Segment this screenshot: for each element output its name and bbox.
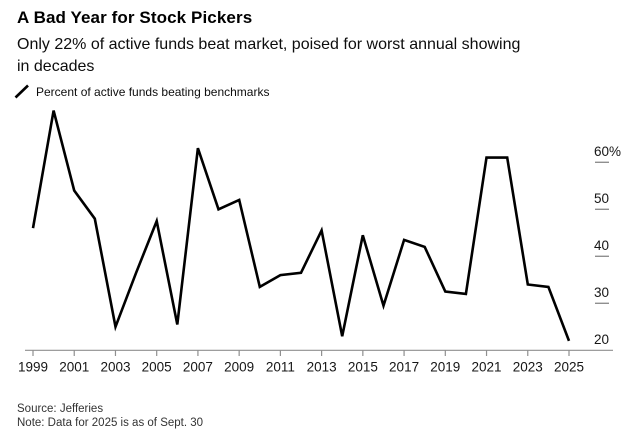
x-axis-tick-label: 2003 <box>100 360 130 375</box>
subtitle-line-1: Only 22% of active funds beat market, po… <box>17 36 521 53</box>
x-axis-tick-label: 2019 <box>430 360 460 375</box>
y-axis-tick-label: 40 <box>594 238 609 253</box>
y-axis-tick-label: 30 <box>594 285 609 300</box>
x-axis-tick-label: 2001 <box>59 360 89 375</box>
chart-legend: Percent of active funds beating benchmar… <box>13 84 269 100</box>
x-axis-tick-label: 2025 <box>554 360 584 375</box>
subtitle-line-2: in decades <box>17 58 95 75</box>
x-axis-tick-label: 1999 <box>18 360 48 375</box>
x-axis-tick-label: 2009 <box>224 360 254 375</box>
y-axis-tick-label: 50 <box>594 191 609 206</box>
y-axis-tick-label: 60% <box>594 144 621 159</box>
legend-label: Percent of active funds beating benchmar… <box>36 85 270 99</box>
note-text: Note: Data for 2025 is as of Sept. 30 <box>17 417 204 429</box>
source-text: Source: Jefferies <box>17 403 104 415</box>
chart-subtitle: Only 22% of active funds beat market, po… <box>17 34 617 78</box>
line-series-icon <box>13 84 31 100</box>
chart-title: A Bad Year for Stock Pickers <box>17 8 253 27</box>
x-axis-tick-label: 2007 <box>183 360 213 375</box>
x-axis-tick-label: 2011 <box>266 360 295 375</box>
x-axis-tick-label: 2005 <box>142 360 172 375</box>
line-chart: 60% 50 40 30 20 1999 2001 2003 2005 2007 2009 2011 2… <box>18 110 621 375</box>
series-polyline <box>31 110 571 342</box>
y-axis-tick-label: 20 <box>594 332 609 347</box>
x-axis-tick-label: 2023 <box>513 360 543 375</box>
x-axis-tick-label: 2017 <box>389 360 419 375</box>
chart-footer: Source: Jefferies Note: Data for 2025 is… <box>17 402 203 430</box>
x-axis-tick-label: 2021 <box>472 360 502 375</box>
x-axis-tick-label: 2013 <box>307 360 337 375</box>
x-axis-tick-label: 2015 <box>348 360 378 375</box>
